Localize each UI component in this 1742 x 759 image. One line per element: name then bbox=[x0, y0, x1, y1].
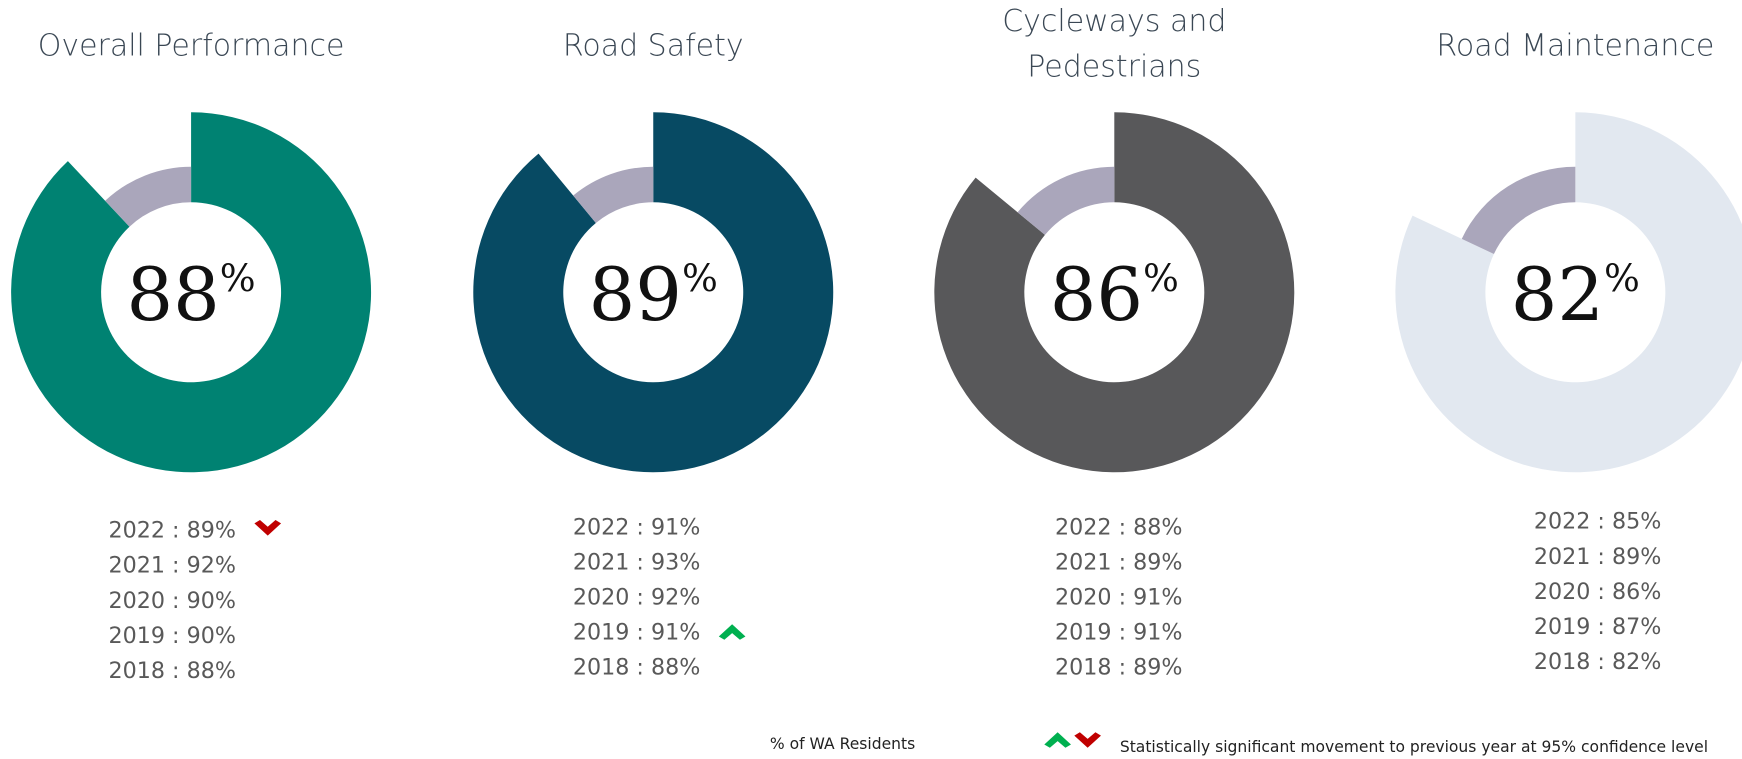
center-number: 88 bbox=[126, 253, 219, 338]
legend-text: Statistically significant movement to pr… bbox=[1120, 738, 1708, 756]
movement-indicator bbox=[254, 520, 282, 536]
history-line: 2021 : 89% bbox=[1534, 544, 1661, 570]
movement-indicator bbox=[718, 624, 746, 640]
center-value: 89% bbox=[589, 253, 718, 338]
donut-segment bbox=[11, 112, 372, 473]
chart-title: Cycleways and bbox=[1002, 4, 1226, 39]
donut-remainder bbox=[1017, 166, 1115, 235]
chart-title: Pedestrians bbox=[1027, 49, 1201, 84]
center-value: 86% bbox=[1050, 253, 1179, 338]
history-line: 2020 : 90% bbox=[108, 588, 235, 614]
history-line: 2022 : 89% bbox=[108, 518, 235, 544]
history-line: 2018 : 88% bbox=[573, 655, 700, 681]
chart-title: Road Safety bbox=[563, 28, 744, 63]
history-line: 2019 : 91% bbox=[1055, 620, 1182, 646]
history-line: 2020 : 91% bbox=[1055, 585, 1182, 611]
donut-remainder bbox=[573, 166, 654, 223]
center-unit: % bbox=[1604, 256, 1640, 300]
history-line: 2020 : 92% bbox=[573, 585, 700, 611]
donut-segment bbox=[1395, 112, 1742, 473]
history-line: 2022 : 88% bbox=[1055, 514, 1182, 540]
history-line: 2019 : 90% bbox=[108, 623, 235, 649]
chart-title: Road Maintenance bbox=[1436, 28, 1714, 63]
legend-down-icon bbox=[1074, 732, 1101, 748]
legend-up-icon bbox=[1044, 732, 1071, 748]
center-number: 82 bbox=[1511, 253, 1604, 338]
center-value: 88% bbox=[126, 253, 255, 338]
history-line: 2020 : 86% bbox=[1534, 579, 1661, 605]
center-unit: % bbox=[1143, 256, 1179, 300]
base-note: % of WA Residents bbox=[770, 735, 915, 753]
history-line: 2018 : 82% bbox=[1534, 649, 1661, 675]
history-line: 2021 : 93% bbox=[573, 549, 700, 575]
donut-remainder bbox=[1461, 166, 1576, 254]
center-number: 89 bbox=[589, 253, 682, 338]
center-value: 82% bbox=[1511, 253, 1640, 338]
donut-segment bbox=[934, 112, 1295, 473]
chart-title: Overall Performance bbox=[38, 28, 345, 63]
center-unit: % bbox=[682, 256, 718, 300]
history-line: 2021 : 92% bbox=[108, 553, 235, 579]
history-line: 2018 : 88% bbox=[108, 658, 235, 684]
history-line: 2021 : 89% bbox=[1055, 549, 1182, 575]
history-line: 2019 : 91% bbox=[573, 620, 700, 646]
donut-segment bbox=[473, 112, 834, 473]
history-line: 2022 : 85% bbox=[1534, 509, 1661, 535]
history-line: 2022 : 91% bbox=[573, 514, 700, 540]
center-number: 86 bbox=[1050, 253, 1143, 338]
history-line: 2018 : 89% bbox=[1055, 655, 1182, 681]
donut-remainder bbox=[105, 166, 192, 227]
center-unit: % bbox=[220, 256, 256, 300]
history-line: 2019 : 87% bbox=[1534, 614, 1661, 640]
